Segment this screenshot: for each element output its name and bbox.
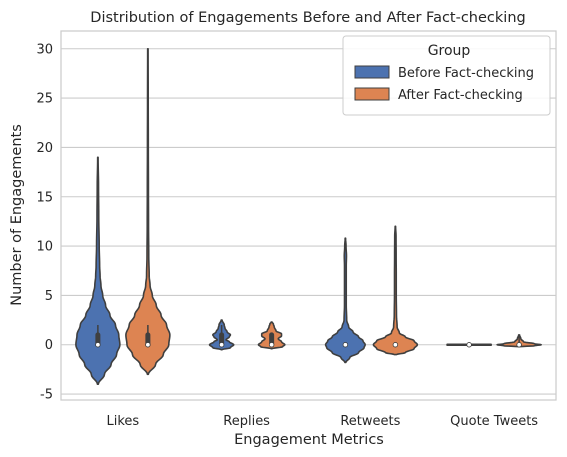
plot-frame bbox=[60, 30, 557, 401]
y-tick-label: 30 bbox=[36, 42, 53, 57]
y-tick-label: 25 bbox=[36, 92, 53, 107]
legend-title: Group bbox=[428, 43, 471, 59]
y-tick-label: 10 bbox=[36, 240, 53, 255]
x-tick-label: Retweets bbox=[340, 414, 400, 429]
violin-median bbox=[466, 342, 472, 348]
y-tick-label: -5 bbox=[40, 388, 53, 403]
violin-body bbox=[324, 237, 366, 364]
x-axis-label: Engagement Metrics bbox=[234, 432, 384, 448]
violin-body bbox=[75, 156, 121, 386]
legend: Group Before Fact-checking After Fact-che… bbox=[342, 35, 551, 116]
y-tick-label: 5 bbox=[45, 289, 53, 304]
y-tick-label: 15 bbox=[36, 190, 53, 205]
legend-items: Before Fact-checking After Fact-checking bbox=[354, 65, 534, 103]
x-tick-label: Likes bbox=[107, 414, 140, 429]
legend-entry-label: After Fact-checking bbox=[398, 88, 523, 103]
x-tick-label: Quote Tweets bbox=[450, 414, 538, 429]
legend-swatch bbox=[354, 87, 390, 101]
violin-body bbox=[125, 47, 171, 376]
violin-median bbox=[516, 342, 522, 348]
violin-median bbox=[95, 342, 101, 348]
chart-title: Distribution of Engagements Before and A… bbox=[90, 10, 525, 26]
violin-median bbox=[268, 342, 275, 348]
y-axis-label: Number of Engagements bbox=[9, 124, 25, 305]
x-tick-label: Replies bbox=[223, 414, 270, 429]
violin-median bbox=[218, 342, 225, 348]
legend-swatch bbox=[354, 65, 390, 79]
legend-entry-label: Before Fact-checking bbox=[398, 66, 534, 81]
violins bbox=[75, 47, 542, 386]
x-tick-labels: Likes Replies Retweets Quote Tweets bbox=[107, 414, 539, 429]
violin-median bbox=[392, 342, 399, 348]
violin-median bbox=[145, 342, 151, 348]
y-tick-labels: -5 0 5 10 15 20 25 30 bbox=[36, 42, 53, 402]
y-tick-label: 0 bbox=[45, 338, 53, 353]
y-tick-label: 20 bbox=[36, 141, 53, 156]
legend-box bbox=[342, 35, 551, 116]
violin-body bbox=[372, 225, 419, 356]
violin-median bbox=[342, 342, 349, 348]
